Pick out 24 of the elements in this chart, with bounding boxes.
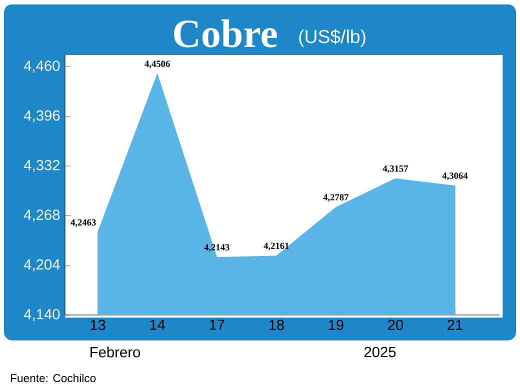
source-note: Fuente: Cochilco [10, 374, 96, 382]
x-tick-label: 21 [448, 320, 462, 330]
x-tick-label: 14 [150, 320, 166, 330]
x-tick-label: 18 [269, 320, 284, 330]
y-tick-label: 4,268 [24, 210, 60, 222]
data-label: 4,2463 [70, 219, 96, 227]
x-tick-label: 19 [328, 320, 344, 330]
data-label: 4,2787 [323, 194, 349, 202]
y-tick-label: 4,332 [24, 160, 60, 172]
data-label: 4,4506 [144, 60, 170, 68]
chart-subtitle: (US$/lb) [299, 29, 366, 47]
x-tick-label: 17 [210, 320, 224, 330]
y-tick-label: 4,396 [24, 110, 60, 122]
y-tick-label: 4,204 [24, 259, 60, 272]
data-label: 4,2161 [264, 242, 289, 250]
text: 2025 [364, 346, 396, 358]
data-label: 4,3064 [442, 172, 468, 180]
y-tick-label: 4,140 [24, 308, 60, 322]
chart-title: Cobre [174, 19, 277, 48]
x-tick-label: 13 [90, 320, 106, 330]
x-tick-label: 20 [388, 320, 404, 330]
text: Febrero [90, 346, 140, 358]
y-tick-label: 4,460 [24, 60, 60, 73]
data-label: 4,3157 [382, 165, 408, 174]
